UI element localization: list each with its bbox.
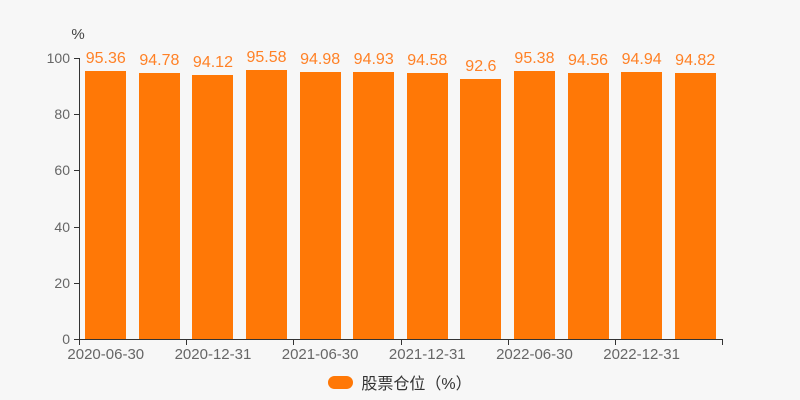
bar[interactable] [621, 72, 663, 339]
y-axis-line [79, 58, 80, 339]
bar[interactable] [353, 72, 395, 339]
x-axis-line [79, 339, 723, 340]
x-axis-tick [614, 340, 616, 345]
bar[interactable] [513, 70, 555, 339]
bar-value-label: 94.56 [568, 52, 609, 70]
bar-value-label: 94.98 [300, 51, 341, 69]
y-axis-tick-label: 80 [54, 106, 70, 123]
bar[interactable] [192, 74, 234, 339]
bar[interactable] [246, 70, 288, 339]
bar[interactable] [406, 73, 448, 339]
bar-value-label: 94.58 [407, 52, 448, 70]
x-axis-tick-label: 2022-12-31 [603, 346, 680, 363]
bar-value-label: 92.6 [465, 57, 497, 75]
y-axis-tick-label: 100 [46, 50, 70, 66]
y-axis-tick [74, 170, 79, 172]
bar-value-label: 94.78 [139, 51, 180, 69]
y-axis-tick-label: 0 [62, 331, 70, 347]
y-axis-tick-label: 20 [54, 274, 70, 291]
legend-item-stock-position[interactable]: 股票仓位（%） [0, 371, 800, 393]
bar-value-label: 94.93 [353, 51, 394, 69]
x-axis-tick-label: 2021-06-30 [281, 346, 359, 363]
y-axis-tick [74, 58, 79, 59]
y-axis-tick [74, 226, 79, 228]
x-axis-tick [186, 340, 188, 345]
x-axis-tick [293, 340, 295, 345]
x-axis-tick-label: 2022-06-30 [496, 346, 573, 363]
x-axis-tick-label: 2020-12-31 [174, 346, 252, 363]
x-axis-tick-label: 2020-06-30 [67, 346, 145, 363]
x-axis-tick-label: 2021-12-31 [388, 346, 466, 363]
bar[interactable] [299, 72, 341, 339]
bar[interactable] [567, 73, 609, 339]
bar[interactable] [460, 78, 502, 339]
legend-marker [328, 375, 354, 389]
y-axis-tick [74, 339, 79, 340]
bar-value-label: 94.12 [192, 53, 233, 71]
y-axis-tick [74, 114, 79, 116]
x-axis-tick [722, 340, 723, 345]
bar-value-label: 94.82 [675, 51, 716, 69]
bar-value-label: 95.36 [85, 50, 126, 68]
y-axis-tick [74, 282, 79, 284]
x-axis-tick [507, 340, 509, 345]
legend-label: 股票仓位（%） [361, 376, 472, 393]
bar[interactable] [85, 71, 127, 339]
x-axis-tick [79, 340, 80, 345]
x-axis-tick [400, 340, 402, 345]
y-axis-tick-label: 40 [54, 218, 70, 235]
bar-value-label: 94.94 [621, 51, 662, 69]
bar[interactable] [138, 72, 180, 339]
y-axis-tick-label: 60 [54, 162, 70, 179]
bar-value-label: 95.38 [514, 49, 555, 67]
bar[interactable] [674, 72, 716, 339]
bar-value-label: 95.58 [246, 49, 287, 67]
y-axis-unit-label: % [71, 26, 85, 43]
